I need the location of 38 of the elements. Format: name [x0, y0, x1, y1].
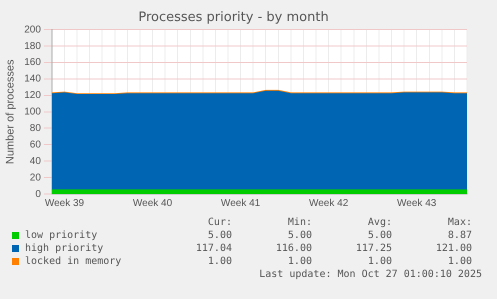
text: 1.00 — [446, 256, 472, 267]
y-tick-label: 40 — [30, 156, 42, 167]
text: 117.04 — [194, 243, 232, 254]
y-tick-label: 160 — [24, 57, 42, 68]
text: 8.87 — [446, 230, 472, 241]
text: Last update: Mon Oct 27 01:00:10 2025 — [258, 269, 482, 280]
text: 5.00 — [286, 230, 312, 241]
text: 5.00 — [366, 230, 392, 241]
text: 121.00 — [434, 243, 472, 254]
text: 1.00 — [366, 256, 392, 267]
x-tick-label: Week 39 — [44, 198, 85, 209]
text: 1.00 — [206, 256, 232, 267]
y-tick-label: 200 — [24, 24, 42, 36]
legend-label: high priority — [25, 243, 104, 254]
text: 1.00 — [286, 256, 312, 267]
y-tick-label: 100 — [24, 106, 42, 118]
text: Min: — [286, 217, 312, 228]
y-tick-label: 60 — [30, 139, 42, 150]
text: Avg: — [366, 217, 392, 228]
x-tick-label: Week 43 — [397, 198, 437, 209]
text: 116.00 — [274, 243, 312, 254]
y-tick-label: 180 — [24, 40, 42, 52]
text: Cur: — [206, 217, 232, 228]
x-tick-label: Week 41 — [220, 198, 261, 209]
legend-label: low priority — [25, 230, 98, 241]
text: 5.00 — [206, 230, 232, 241]
text: Max: — [446, 217, 472, 228]
y-tick-label: 80 — [30, 122, 42, 134]
text: 117.25 — [354, 243, 392, 254]
x-tick-label: Week 42 — [308, 198, 349, 209]
y-tick-label: 120 — [24, 90, 42, 102]
y-tick-label: 20 — [30, 172, 42, 184]
x-tick-label: Week 40 — [132, 198, 173, 209]
y-axis-title: Number of processes — [4, 59, 17, 164]
y-tick-label: 140 — [24, 74, 42, 85]
chart-title: Processes priority - by month — [138, 10, 329, 26]
y-tick-label: 0 — [35, 188, 42, 200]
legend-label: locked in memory — [25, 256, 122, 267]
